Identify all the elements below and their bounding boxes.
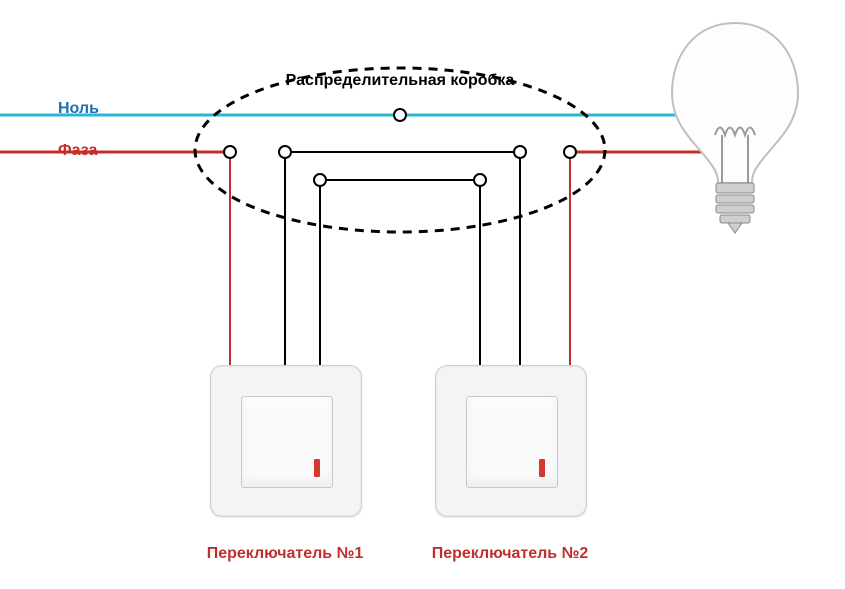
switch-2 xyxy=(435,365,587,517)
junction-node-live_out xyxy=(564,146,576,158)
live-label: Фаза xyxy=(58,142,97,160)
junction-node-sw1_t2 xyxy=(314,174,326,186)
neutral-label: Ноль xyxy=(58,100,99,118)
light-bulb-icon xyxy=(660,15,810,235)
switch-1-indicator-icon xyxy=(314,459,320,477)
junction-node-sw2_t1 xyxy=(514,146,526,158)
junction-node-sw2_t2 xyxy=(474,174,486,186)
junction-box-label: Распределительная коробка xyxy=(286,72,515,90)
switch-1 xyxy=(210,365,362,517)
junction-box-outline xyxy=(195,68,605,232)
switch-1-rocker xyxy=(241,396,333,488)
switch-2-indicator-icon xyxy=(539,459,545,477)
junction-node-neutral_tap xyxy=(394,109,406,121)
junction-node-live_in xyxy=(224,146,236,158)
switch-2-label: Переключатель №2 xyxy=(432,545,589,563)
switch-2-rocker xyxy=(466,396,558,488)
switch-1-label: Переключатель №1 xyxy=(207,545,364,563)
junction-node-sw1_t1 xyxy=(279,146,291,158)
